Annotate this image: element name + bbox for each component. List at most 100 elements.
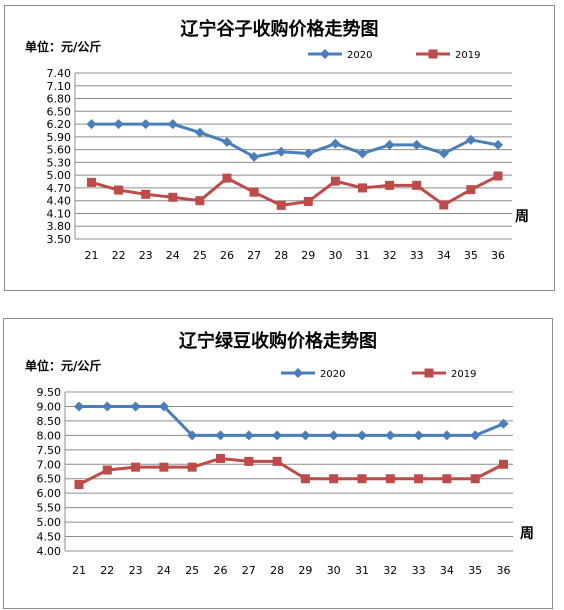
data-point-2020 <box>413 430 424 441</box>
chart-title: 辽宁绿豆收购价格走势图 <box>179 331 377 352</box>
x-tick-label: 28 <box>270 564 284 577</box>
y-tick-label: 9.50 <box>37 386 62 399</box>
data-point-2020 <box>438 148 449 159</box>
x-tick-label: 36 <box>497 564 511 577</box>
y-tick-label: 5.30 <box>47 156 72 169</box>
y-tick-label: 8.50 <box>37 415 62 428</box>
legend-marker <box>320 49 330 59</box>
y-tick-label: 6.00 <box>37 487 62 500</box>
y-tick-label: 7.00 <box>37 458 62 471</box>
x-tick-label: 23 <box>129 564 143 577</box>
y-unit-label: 单位：元/公斤 <box>25 40 102 54</box>
y-tick-label: 7.50 <box>37 444 62 457</box>
series-line-2019 <box>78 456 505 486</box>
data-point-2020 <box>493 139 503 150</box>
data-point-2020 <box>385 430 396 441</box>
data-point-2019 <box>303 197 313 207</box>
x-tick-label: 21 <box>72 564 86 577</box>
data-point-2019 <box>187 462 197 472</box>
legend-marker <box>424 368 434 378</box>
chart-mungbean-price: 辽宁绿豆收购价格走势图 单位：元/公斤 周 9.50 9.00 8.50 8.00 7.… <box>3 318 553 609</box>
data-point-2019 <box>249 187 259 197</box>
y-tick-label: 6.20 <box>47 118 72 131</box>
y-tick-label: 4.00 <box>37 545 62 558</box>
legend-label: 2020 <box>347 50 372 61</box>
data-point-2019 <box>168 192 178 202</box>
data-point-2019 <box>358 183 367 193</box>
data-point-2020 <box>441 430 452 441</box>
data-point-2020 <box>357 430 367 441</box>
data-point-2020 <box>158 401 169 412</box>
data-point-2019 <box>442 474 452 484</box>
x-tick-label: 32 <box>383 564 397 577</box>
y-tick-label: 6.80 <box>47 93 72 106</box>
y-tick-label: 6.50 <box>47 105 72 118</box>
x-tick-label: 34 <box>437 249 451 262</box>
data-point-2020 <box>411 139 422 150</box>
data-point-2019 <box>470 474 480 484</box>
x-tick-label: 35 <box>464 249 478 262</box>
data-point-2019 <box>412 180 422 190</box>
data-point-2020 <box>187 430 198 441</box>
data-point-2019 <box>357 474 367 484</box>
chart-title: 辽宁谷子收购价格走势图 <box>180 19 379 40</box>
data-point-2019 <box>102 465 112 475</box>
data-point-2020 <box>303 148 314 159</box>
y-tick-label: 4.70 <box>47 182 72 195</box>
x-tick-label: 32 <box>383 249 397 262</box>
data-point-2019 <box>414 474 424 484</box>
y-tick-label: 6.50 <box>37 473 62 486</box>
x-tick-label: 25 <box>193 249 207 262</box>
data-point-2020 <box>384 139 395 150</box>
data-point-2019 <box>222 173 232 183</box>
data-point-2020 <box>113 119 124 130</box>
x-tick-label: 22 <box>112 249 126 262</box>
data-point-2020 <box>328 430 339 441</box>
data-point-2019 <box>216 453 225 463</box>
data-point-2019 <box>330 176 340 186</box>
y-tick-label: 9.00 <box>37 400 62 413</box>
data-point-2020 <box>74 401 84 412</box>
series-line-2019 <box>91 174 499 207</box>
y-tick-label: 3.50 <box>47 233 72 246</box>
data-point-2020 <box>194 127 205 138</box>
y-tick-label: 5.50 <box>37 502 62 515</box>
data-point-2020 <box>470 430 481 441</box>
legend-label: 2019 <box>451 369 476 380</box>
data-point-2019 <box>272 456 282 466</box>
data-point-2019 <box>329 474 339 484</box>
data-point-2020 <box>498 418 509 429</box>
series-line-2020 <box>91 122 499 159</box>
legend-label: 2019 <box>455 50 480 61</box>
y-tick-label: 4.10 <box>47 207 72 220</box>
data-point-2020 <box>86 119 97 130</box>
data-point-2019 <box>87 177 96 187</box>
data-point-2019 <box>385 474 395 484</box>
y-tick-label: 5.60 <box>47 144 72 157</box>
series-line-2020 <box>79 404 505 437</box>
x-tick-label: 33 <box>412 564 426 577</box>
chart-millet-price: 辽宁谷子收购价格走势图 单位：元/公斤 周 7.40 7.10 6.80 6.50 6.… <box>4 5 555 291</box>
data-point-2019 <box>493 171 503 181</box>
y-tick-label: 5.90 <box>47 131 72 144</box>
data-point-2020 <box>249 151 260 162</box>
data-point-2019 <box>141 189 151 199</box>
x-tick-label: 27 <box>242 564 256 577</box>
x-tick-label: 30 <box>328 249 342 262</box>
x-tick-label: 33 <box>410 249 424 262</box>
x-axis-label: 周 <box>520 526 534 542</box>
y-unit-label: 单位：元/公斤 <box>25 359 102 373</box>
x-tick-label: 29 <box>301 249 315 262</box>
data-point-2020 <box>357 148 368 159</box>
data-point-2020 <box>330 138 341 149</box>
x-tick-label: 21 <box>85 249 99 262</box>
y-tick-label: 3.80 <box>47 220 72 233</box>
data-point-2020 <box>130 401 141 412</box>
data-point-2020 <box>272 430 283 441</box>
x-tick-label: 31 <box>355 564 369 577</box>
x-tick-label: 34 <box>440 564 454 577</box>
x-axis-label: 周 <box>515 209 529 225</box>
legend-marker <box>293 368 303 378</box>
data-point-2020 <box>276 146 287 157</box>
x-tick-label: 24 <box>166 249 180 262</box>
